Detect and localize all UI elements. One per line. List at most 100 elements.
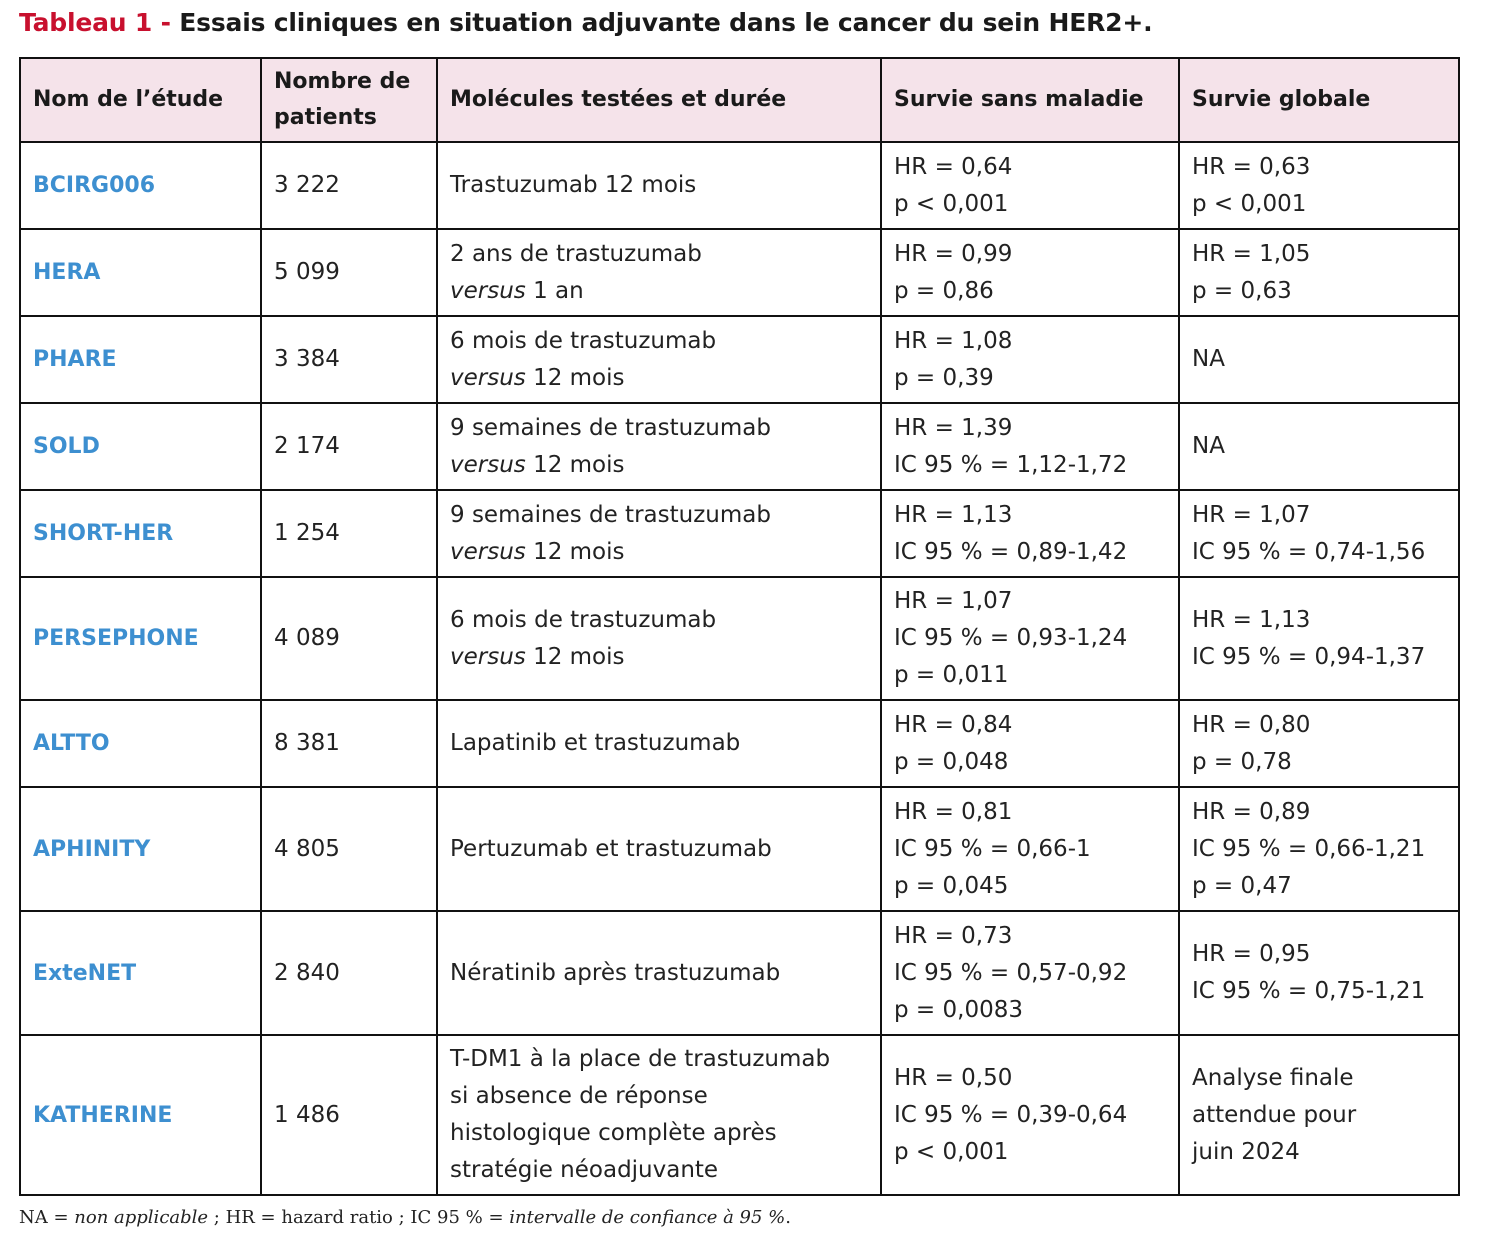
overall-survival-cell: HR = 0,80 p = 0,78 [1178,699,1460,788]
os-value: Analyse finale [1192,1064,1354,1091]
overall-survival-cell: HR = 0,63 p < 0,001 [1178,141,1460,230]
molecules-cell: 9 semaines de trastuzumab versus 12 mois [436,402,882,491]
molecules-line: Pertuzumab et trastuzumab [450,831,868,868]
italic-text: versus [450,538,526,565]
plain-text: 12 mois [525,643,625,670]
overall-survival-cell: HR = 1,07 IC 95 % = 0,74-1,56 [1178,489,1460,578]
dfs-value: IC 95 % = 0,57-0,92 [894,959,1128,986]
molecules-cell: Nératinib après trastuzumab [436,910,882,1036]
table-title-text: Essais cliniques en situation adjuvante … [179,8,1153,37]
header-molecules: Molécules testées et durée [436,57,882,143]
plain-text: stratégie néoadjuvante [450,1157,719,1183]
table-row: ExteNET 2 840 Nératinib après trastuzumab H… [19,910,1460,1036]
table-row: BCIRG006 3 222 Trastuzumab 12 mois HR = 0,6… [19,141,1460,230]
table-header-row: Nom de l’étude Nombre de patients Molécu… [19,57,1460,143]
dfs-value: HR = 1,08 [894,327,1013,354]
plain-text: 9 semaines de trastuzumab [450,501,771,528]
plain-text: Pertuzumab et trastuzumab [450,835,772,862]
overall-survival-cell: Analyse finale attendue pour juin 2024 [1178,1034,1460,1196]
os-value: juin 2024 [1192,1138,1300,1165]
plain-text: 12 mois [525,364,625,391]
molecules-line: versus 1 an [450,273,868,310]
dfs-value: HR = 0,50 [894,1064,1013,1091]
plain-text: histologique complète après [450,1120,777,1146]
dfs-value: HR = 0,84 [894,711,1013,738]
patients-cell: 1 254 [260,489,438,578]
footnote-text: . [785,1207,792,1228]
molecules-line: si absence de réponse [450,1078,868,1115]
table-row: APHINITY 4 805 Pertuzumab et trastuzumab HR… [19,786,1460,912]
dfs-value: HR = 1,07 [894,588,1013,614]
dfs-value: HR = 0,81 [894,798,1013,825]
disease-free-survival-cell: HR = 1,08 p = 0,39 [880,315,1180,404]
plain-text: 6 mois de trastuzumab [450,606,717,633]
dfs-value: IC 95 % = 0,89-1,42 [894,538,1128,565]
table-row: SOLD 2 174 9 semaines de trastuzumab versus… [19,402,1460,491]
header-disease-free-survival: Survie sans maladie [880,57,1180,143]
plain-text: 2 ans de trastuzumab [450,240,702,267]
study-name-cell: PERSEPHONE [19,576,262,701]
plain-text: 1 an [525,277,584,304]
molecules-cell: 6 mois de trastuzumab versus 12 mois [436,315,882,404]
molecules-cell: Trastuzumab 12 mois [436,141,882,230]
footnote-text: NA = [19,1207,75,1228]
study-name-cell: BCIRG006 [19,141,262,230]
overall-survival-cell: HR = 1,05 p = 0,63 [1178,228,1460,317]
molecules-line: histologique complète après [450,1115,868,1152]
overall-survival-cell: HR = 0,89 IC 95 % = 0,66-1,21 p = 0,47 [1178,786,1460,912]
overall-survival-cell: NA [1178,315,1460,404]
table-label: Tableau 1 - [19,8,171,37]
dfs-value: p < 0,001 [894,190,1009,217]
study-name-cell: ALTTO [19,699,262,788]
plain-text: T-DM1 à la place de trastuzumab [450,1046,831,1072]
molecules-line: 6 mois de trastuzumab [450,602,868,639]
patients-cell: 4 805 [260,786,438,912]
italic-text: versus [450,643,526,670]
os-value: HR = 1,05 [1192,240,1311,267]
molecules-cell: 6 mois de trastuzumab versus 12 mois [436,576,882,701]
os-value: NA [1192,346,1225,372]
os-value: IC 95 % = 0,75-1,21 [1192,978,1426,1004]
os-value: HR = 0,89 [1192,798,1311,825]
os-value: IC 95 % = 0,74-1,56 [1192,538,1426,565]
footnote-italic: non applicable [74,1207,209,1228]
header-study-name: Nom de l’étude [19,57,262,143]
dfs-value: p = 0,045 [894,872,1009,899]
molecules-cell: 2 ans de trastuzumab versus 1 an [436,228,882,317]
molecules-cell: Lapatinib et trastuzumab [436,699,882,788]
plain-text: Nératinib après trastuzumab [450,959,781,986]
molecules-line: versus 12 mois [450,447,868,484]
italic-text: versus [450,364,526,391]
molecules-line: Trastuzumab 12 mois [450,167,868,204]
dfs-value: IC 95 % = 0,93-1,24 [894,625,1128,651]
molecules-cell: 9 semaines de trastuzumab versus 12 mois [436,489,882,578]
plain-text: Trastuzumab 12 mois [450,172,697,198]
study-name-cell: SHORT-HER [19,489,262,578]
dfs-value: IC 95 % = 0,66-1 [894,835,1091,862]
molecules-line: versus 12 mois [450,534,868,571]
os-value: p = 0,78 [1192,748,1292,775]
disease-free-survival-cell: HR = 0,50 IC 95 % = 0,39-0,64 p < 0,001 [880,1034,1180,1196]
study-name-cell: APHINITY [19,786,262,912]
study-name-cell: ExteNET [19,910,262,1036]
os-value: HR = 1,13 [1192,606,1311,633]
dfs-value: p = 0,011 [894,662,1009,688]
plain-text: si absence de réponse [450,1083,708,1109]
plain-text: 9 semaines de trastuzumab [450,414,771,441]
patients-cell: 2 174 [260,402,438,491]
table-body: BCIRG006 3 222 Trastuzumab 12 mois HR = 0,6… [19,141,1460,1196]
patients-cell: 2 840 [260,910,438,1036]
molecules-line: 9 semaines de trastuzumab [450,497,868,534]
italic-text: versus [450,277,526,304]
molecules-line: versus 12 mois [450,639,868,676]
molecules-cell: Pertuzumab et trastuzumab [436,786,882,912]
molecules-line: 9 semaines de trastuzumab [450,410,868,447]
study-name-cell: HERA [19,228,262,317]
patients-cell: 8 381 [260,699,438,788]
patients-cell: 3 222 [260,141,438,230]
dfs-value: p = 0,0083 [894,996,1023,1023]
molecules-line: Nératinib après trastuzumab [450,955,868,992]
overall-survival-cell: HR = 1,13 IC 95 % = 0,94-1,37 [1178,576,1460,701]
disease-free-survival-cell: HR = 1,39 IC 95 % = 1,12-1,72 [880,402,1180,491]
os-value: HR = 1,07 [1192,501,1311,528]
